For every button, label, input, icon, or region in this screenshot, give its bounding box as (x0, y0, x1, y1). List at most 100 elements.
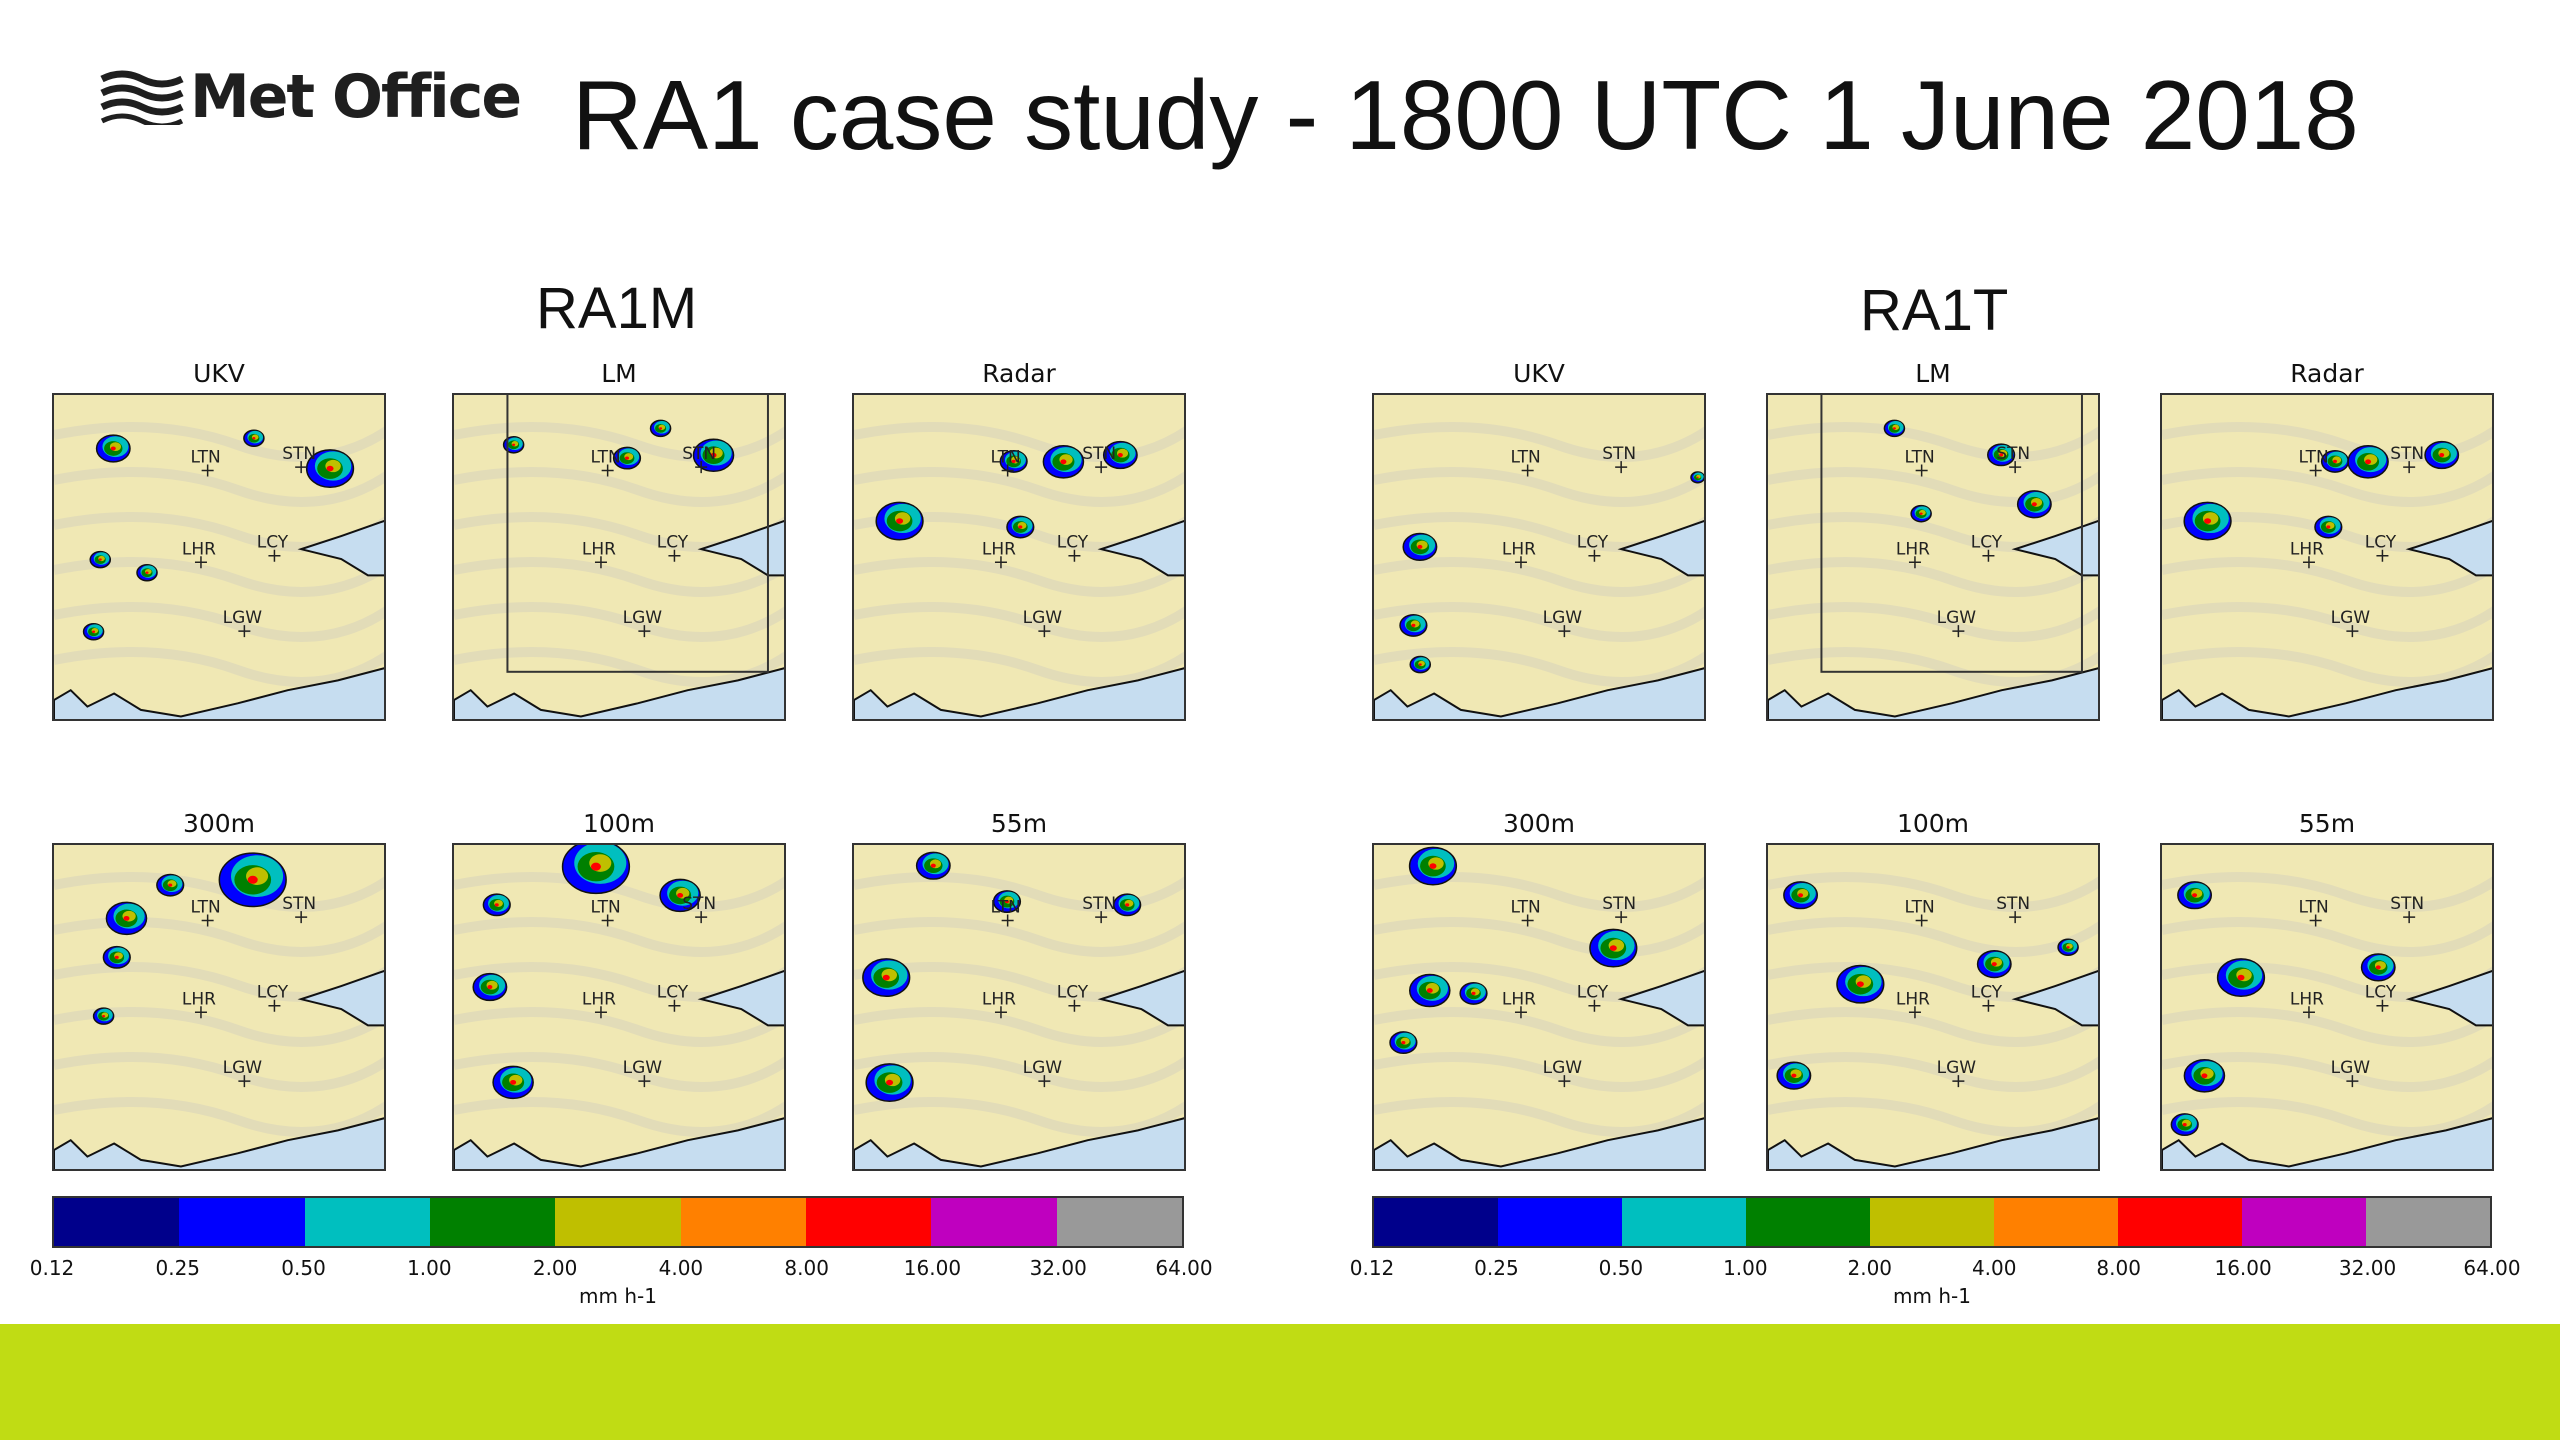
station-label: STN (2390, 444, 2424, 464)
precip-cell (145, 571, 149, 574)
panel-label: 100m (582, 809, 656, 838)
terrain-shading (854, 422, 1184, 462)
precip-cell (247, 875, 258, 884)
thames-estuary (2011, 519, 2098, 577)
station-label: LHR (2290, 989, 2324, 1009)
thames-estuary (2405, 969, 2492, 1027)
station-marker (201, 464, 214, 477)
map-canvas: LTN STN LHR LCY LGW (1768, 395, 2098, 719)
precip-cell (1471, 991, 1476, 996)
colorbar-segment (1746, 1198, 1870, 1246)
precipitation-map: LTN STN LHR LCY LGW (1372, 393, 1706, 721)
colorbar-segment (805, 1198, 932, 1246)
station-marker (1915, 914, 1928, 927)
station-marker (2403, 911, 2416, 924)
station-label: LGW (1937, 1058, 1977, 1078)
precip-cell (98, 558, 102, 561)
station-marker (594, 556, 607, 569)
station-marker (1001, 914, 1014, 927)
station-label: LHR (1896, 539, 1930, 559)
station-marker (601, 464, 614, 477)
terrain-shading (54, 1097, 384, 1137)
precipitation-map: LTN STN LHR LCY LGW (52, 393, 386, 721)
precip-cell (1418, 663, 1422, 666)
precip-cell (930, 863, 936, 868)
colorbar-tick-label: 8.00 (784, 1256, 829, 1280)
station-label: LTN (1511, 897, 1541, 917)
terrain-shading (454, 1097, 784, 1137)
station-marker (295, 911, 308, 924)
precip-cell (1856, 981, 1864, 987)
station-marker (2376, 549, 2389, 562)
terrain-shading (854, 917, 1184, 957)
precip-cell (1411, 623, 1416, 628)
precip-cell (110, 446, 116, 451)
station-marker (2009, 461, 2022, 474)
map-canvas: LTN STN LHR LCY LGW (854, 422, 1184, 719)
terrain-shading (2162, 602, 2492, 642)
precip-cell (710, 452, 717, 458)
precip-cell (123, 915, 130, 921)
lm-domain-box (506, 395, 769, 673)
panel-label: 300m (1502, 809, 1576, 838)
precip-cell (1011, 459, 1016, 464)
terrain-shading (854, 467, 1184, 507)
precip-cell (510, 1079, 517, 1085)
station-marker (668, 549, 681, 562)
station-label: LTN (2299, 897, 2329, 917)
station-label: LTN (1511, 447, 1541, 467)
station-label: LGW (2331, 608, 2371, 628)
panel-label: LM (1915, 359, 1951, 388)
station-label: STN (1082, 894, 1116, 914)
colorbar-segment (555, 1198, 681, 1246)
colorbar-tick-label: 2.00 (1847, 1256, 1893, 1280)
logo-text: Met Office (190, 62, 522, 132)
thames-estuary (697, 969, 784, 1027)
precip-cell (677, 892, 684, 898)
station-marker (1982, 549, 1995, 562)
station-label: STN (1996, 894, 2030, 914)
station-marker (2309, 464, 2322, 477)
colorbar-segment (1498, 1198, 1622, 1246)
terrain-shading (454, 1052, 784, 1092)
colorbar-segment (680, 1198, 806, 1246)
terrain-shading (1374, 557, 1704, 597)
station-label: LHR (182, 989, 216, 1009)
precip-cell (2204, 518, 2212, 524)
station-marker (994, 1006, 1007, 1019)
station-label: LGW (623, 1058, 663, 1078)
terrain-shading (454, 1007, 784, 1047)
terrain-shading (454, 557, 784, 597)
south-coast-sea (854, 1117, 1184, 1169)
station-label: STN (282, 894, 316, 914)
precip-cell (114, 955, 119, 959)
thames-estuary (1617, 969, 1704, 1027)
map-canvas: LTN STN LHR LCY LGW (54, 852, 384, 1169)
south-coast-sea (854, 667, 1184, 719)
station-label: LHR (1502, 539, 1536, 559)
terrain-shading (1374, 602, 1704, 642)
south-coast-sea (2162, 667, 2492, 719)
station-marker (1514, 1006, 1527, 1019)
station-label: LGW (1937, 608, 1977, 628)
precip-cell (896, 518, 904, 524)
map-canvas: LTN STN LHR LCY LGW (454, 845, 784, 1169)
station-marker (668, 999, 681, 1012)
precip-cell (102, 1014, 106, 1018)
station-label: LCY (1577, 983, 1609, 1003)
station-label: LCY (257, 533, 289, 553)
thames-estuary (297, 969, 384, 1027)
precipitation-map: LTN STN LHR LCY LGW (2160, 393, 2494, 721)
station-marker (2302, 556, 2315, 569)
terrain-shading (54, 602, 384, 642)
station-label: STN (1602, 444, 1636, 464)
precip-cell (1426, 988, 1433, 993)
station-label: LCY (657, 983, 689, 1003)
station-marker (1068, 549, 1081, 562)
station-label: LTN (191, 897, 221, 917)
precip-cell (2333, 459, 2338, 464)
station-label: LTN (191, 447, 221, 467)
thames-estuary (697, 519, 784, 577)
precip-cell (1999, 453, 2004, 457)
station-label: LTN (591, 447, 621, 467)
